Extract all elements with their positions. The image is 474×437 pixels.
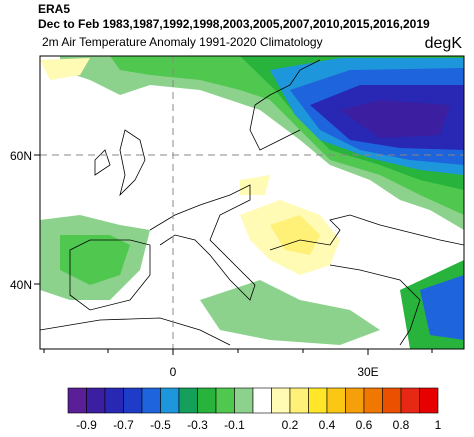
colorbar-box — [234, 387, 254, 414]
colorbar-label: -0.3 — [187, 418, 208, 432]
colorbar-box — [104, 387, 124, 414]
lat-label: 40N — [10, 278, 32, 292]
colorbar-box — [345, 387, 365, 414]
lon-label: 0 — [170, 365, 177, 379]
map-ticks — [34, 154, 433, 355]
colorbar-box — [215, 387, 235, 414]
colorbar-box — [252, 387, 272, 414]
colorbar-box — [326, 387, 346, 414]
colorbar-box — [178, 387, 198, 414]
colorbar-label: 0.4 — [319, 418, 336, 432]
colorbar-box — [382, 387, 402, 414]
colorbar-label: 0.2 — [282, 418, 299, 432]
colorbar-box — [86, 387, 106, 414]
subtitle: 2m Air Temperature Anomaly 1991-2020 Cli… — [42, 35, 323, 49]
colorbar-label: 0.6 — [356, 418, 373, 432]
colorbar-box — [289, 387, 309, 414]
colorbar-box — [141, 387, 161, 414]
map-field — [40, 56, 464, 349]
colorbar-label: 1 — [435, 418, 442, 432]
colorbar-box — [271, 387, 291, 414]
colorbar-label: 0.8 — [393, 418, 410, 432]
colorbar-box — [308, 387, 328, 414]
colorbar-label: -0.5 — [150, 418, 171, 432]
colorbar: -0.9 -0.7 -0.5 -0.3 -0.1 0.2 0.4 0.6 0.8 1 — [67, 387, 442, 432]
period: Dec to Feb 1983,1987,1992,1998,2003,2005… — [38, 17, 430, 31]
lon-label: 30E — [357, 365, 378, 379]
lat-label: 60N — [10, 149, 32, 163]
colorbar-box — [419, 387, 439, 414]
colorbar-box — [400, 387, 420, 414]
colorbar-label: -0.1 — [224, 418, 245, 432]
colorbar-box — [197, 387, 217, 414]
colorbar-label: -0.7 — [113, 418, 134, 432]
source: ERA5 — [38, 2, 70, 16]
colorbar-box — [363, 387, 383, 414]
units: degK — [425, 35, 463, 52]
colorbar-box — [67, 387, 87, 414]
colorbar-box — [160, 387, 180, 414]
map-frame — [39, 55, 465, 350]
colorbar-label: -0.9 — [76, 418, 97, 432]
colorbar-box — [123, 387, 143, 414]
